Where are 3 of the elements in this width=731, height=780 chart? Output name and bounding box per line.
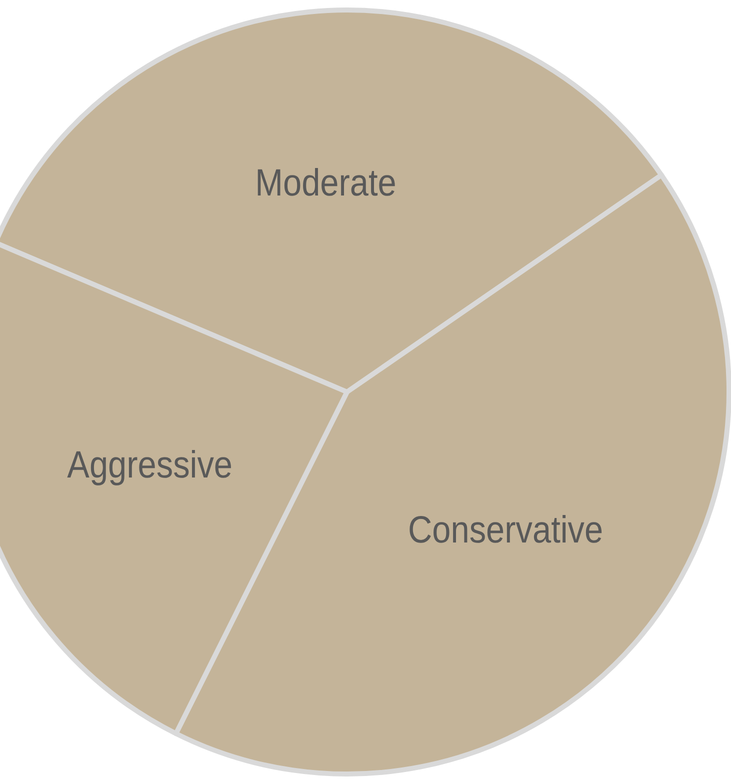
- slice-label: Conservative: [408, 508, 604, 552]
- slice-label: Moderate: [255, 162, 396, 204]
- slice-label: Aggressive: [67, 443, 233, 486]
